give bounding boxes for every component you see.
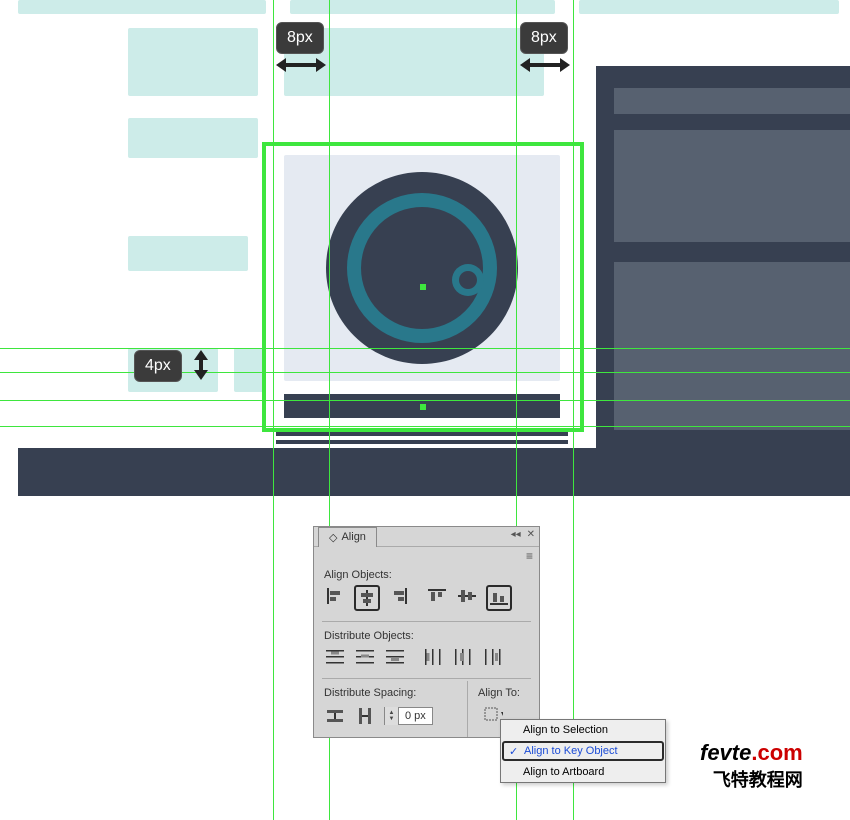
align-to-label: Align To:: [478, 681, 539, 701]
panel-block: [614, 262, 850, 430]
panel-tabbar: ◇ Align ◂◂ ✕: [314, 527, 539, 547]
stepper-icon[interactable]: ▲▼: [385, 707, 399, 725]
collapse-icon[interactable]: ◂◂: [511, 529, 521, 540]
align-to-option[interactable]: Align to Selection: [501, 720, 665, 740]
bg-brick: [128, 118, 258, 158]
vdist-top-button[interactable]: [324, 646, 346, 668]
bg-brick: [234, 348, 264, 392]
align-objects-label: Align Objects:: [314, 563, 539, 583]
vspacing-button[interactable]: [324, 705, 346, 727]
spacing-value: 0 px: [399, 710, 432, 722]
align-to-option[interactable]: Align to Key Object: [502, 741, 664, 761]
align-top-button[interactable]: [426, 585, 448, 607]
spacing-input[interactable]: ▲▼ 0 px: [384, 707, 433, 725]
distribute-objects-row: [314, 644, 539, 676]
align-objects-row: [314, 583, 539, 619]
align-right-button[interactable]: [388, 585, 410, 607]
hdist-left-button[interactable]: [422, 646, 444, 668]
distribute-objects-label: Distribute Objects:: [314, 624, 539, 644]
watermark: fevte.com 飞特教程网: [700, 740, 803, 792]
measurement-4px: 4px: [134, 350, 182, 382]
bg-brick: [128, 236, 248, 271]
footer-band: [18, 448, 850, 496]
bg-brick: [18, 0, 266, 14]
arrow-ud-icon: [194, 350, 208, 380]
bg-brick: [128, 28, 258, 96]
panel-block: [700, 296, 850, 322]
align-bottom-button[interactable]: [486, 585, 512, 611]
hdist-right-button[interactable]: [482, 646, 504, 668]
artboard: 8px 8px 4px: [0, 0, 850, 500]
watermark-subtitle: 飞特教程网: [700, 766, 803, 792]
align-tab[interactable]: ◇ Align: [318, 527, 377, 547]
measurement-8px-right: 8px: [520, 22, 568, 54]
align-hcenter-button[interactable]: [354, 585, 380, 611]
vdist-center-button[interactable]: [354, 646, 376, 668]
align-to-option[interactable]: Align to Artboard: [501, 762, 665, 782]
vdist-bottom-button[interactable]: [384, 646, 406, 668]
hdist-center-button[interactable]: [452, 646, 474, 668]
arrow-lr-icon: [276, 58, 326, 72]
selection-bottom-handle[interactable]: [420, 404, 426, 410]
bg-brick: [579, 0, 839, 14]
align-to-menu[interactable]: Align to SelectionAlign to Key ObjectAli…: [500, 719, 666, 783]
align-panel[interactable]: ◇ Align ◂◂ ✕ ≡ Align Objects:: [313, 526, 540, 738]
tab-label: Align: [341, 531, 365, 543]
panel-menu-icon[interactable]: ≡: [526, 549, 533, 563]
close-icon[interactable]: ✕: [527, 529, 535, 540]
selection-center-handle[interactable]: [420, 284, 426, 290]
align-left-button[interactable]: [324, 585, 346, 607]
thin-line: [276, 440, 568, 444]
watermark-brand: fevte: [700, 740, 751, 765]
measurement-8px-left: 8px: [276, 22, 324, 54]
align-vcenter-button[interactable]: [456, 585, 478, 607]
arrow-lr-icon: [520, 58, 570, 72]
watermark-domain: .com: [751, 740, 802, 765]
hspacing-button[interactable]: [354, 705, 376, 727]
distribute-spacing-label: Distribute Spacing:: [314, 681, 467, 701]
updown-icon: ◇: [329, 531, 337, 544]
panel-block: [700, 172, 850, 198]
panel-block: [614, 88, 850, 114]
